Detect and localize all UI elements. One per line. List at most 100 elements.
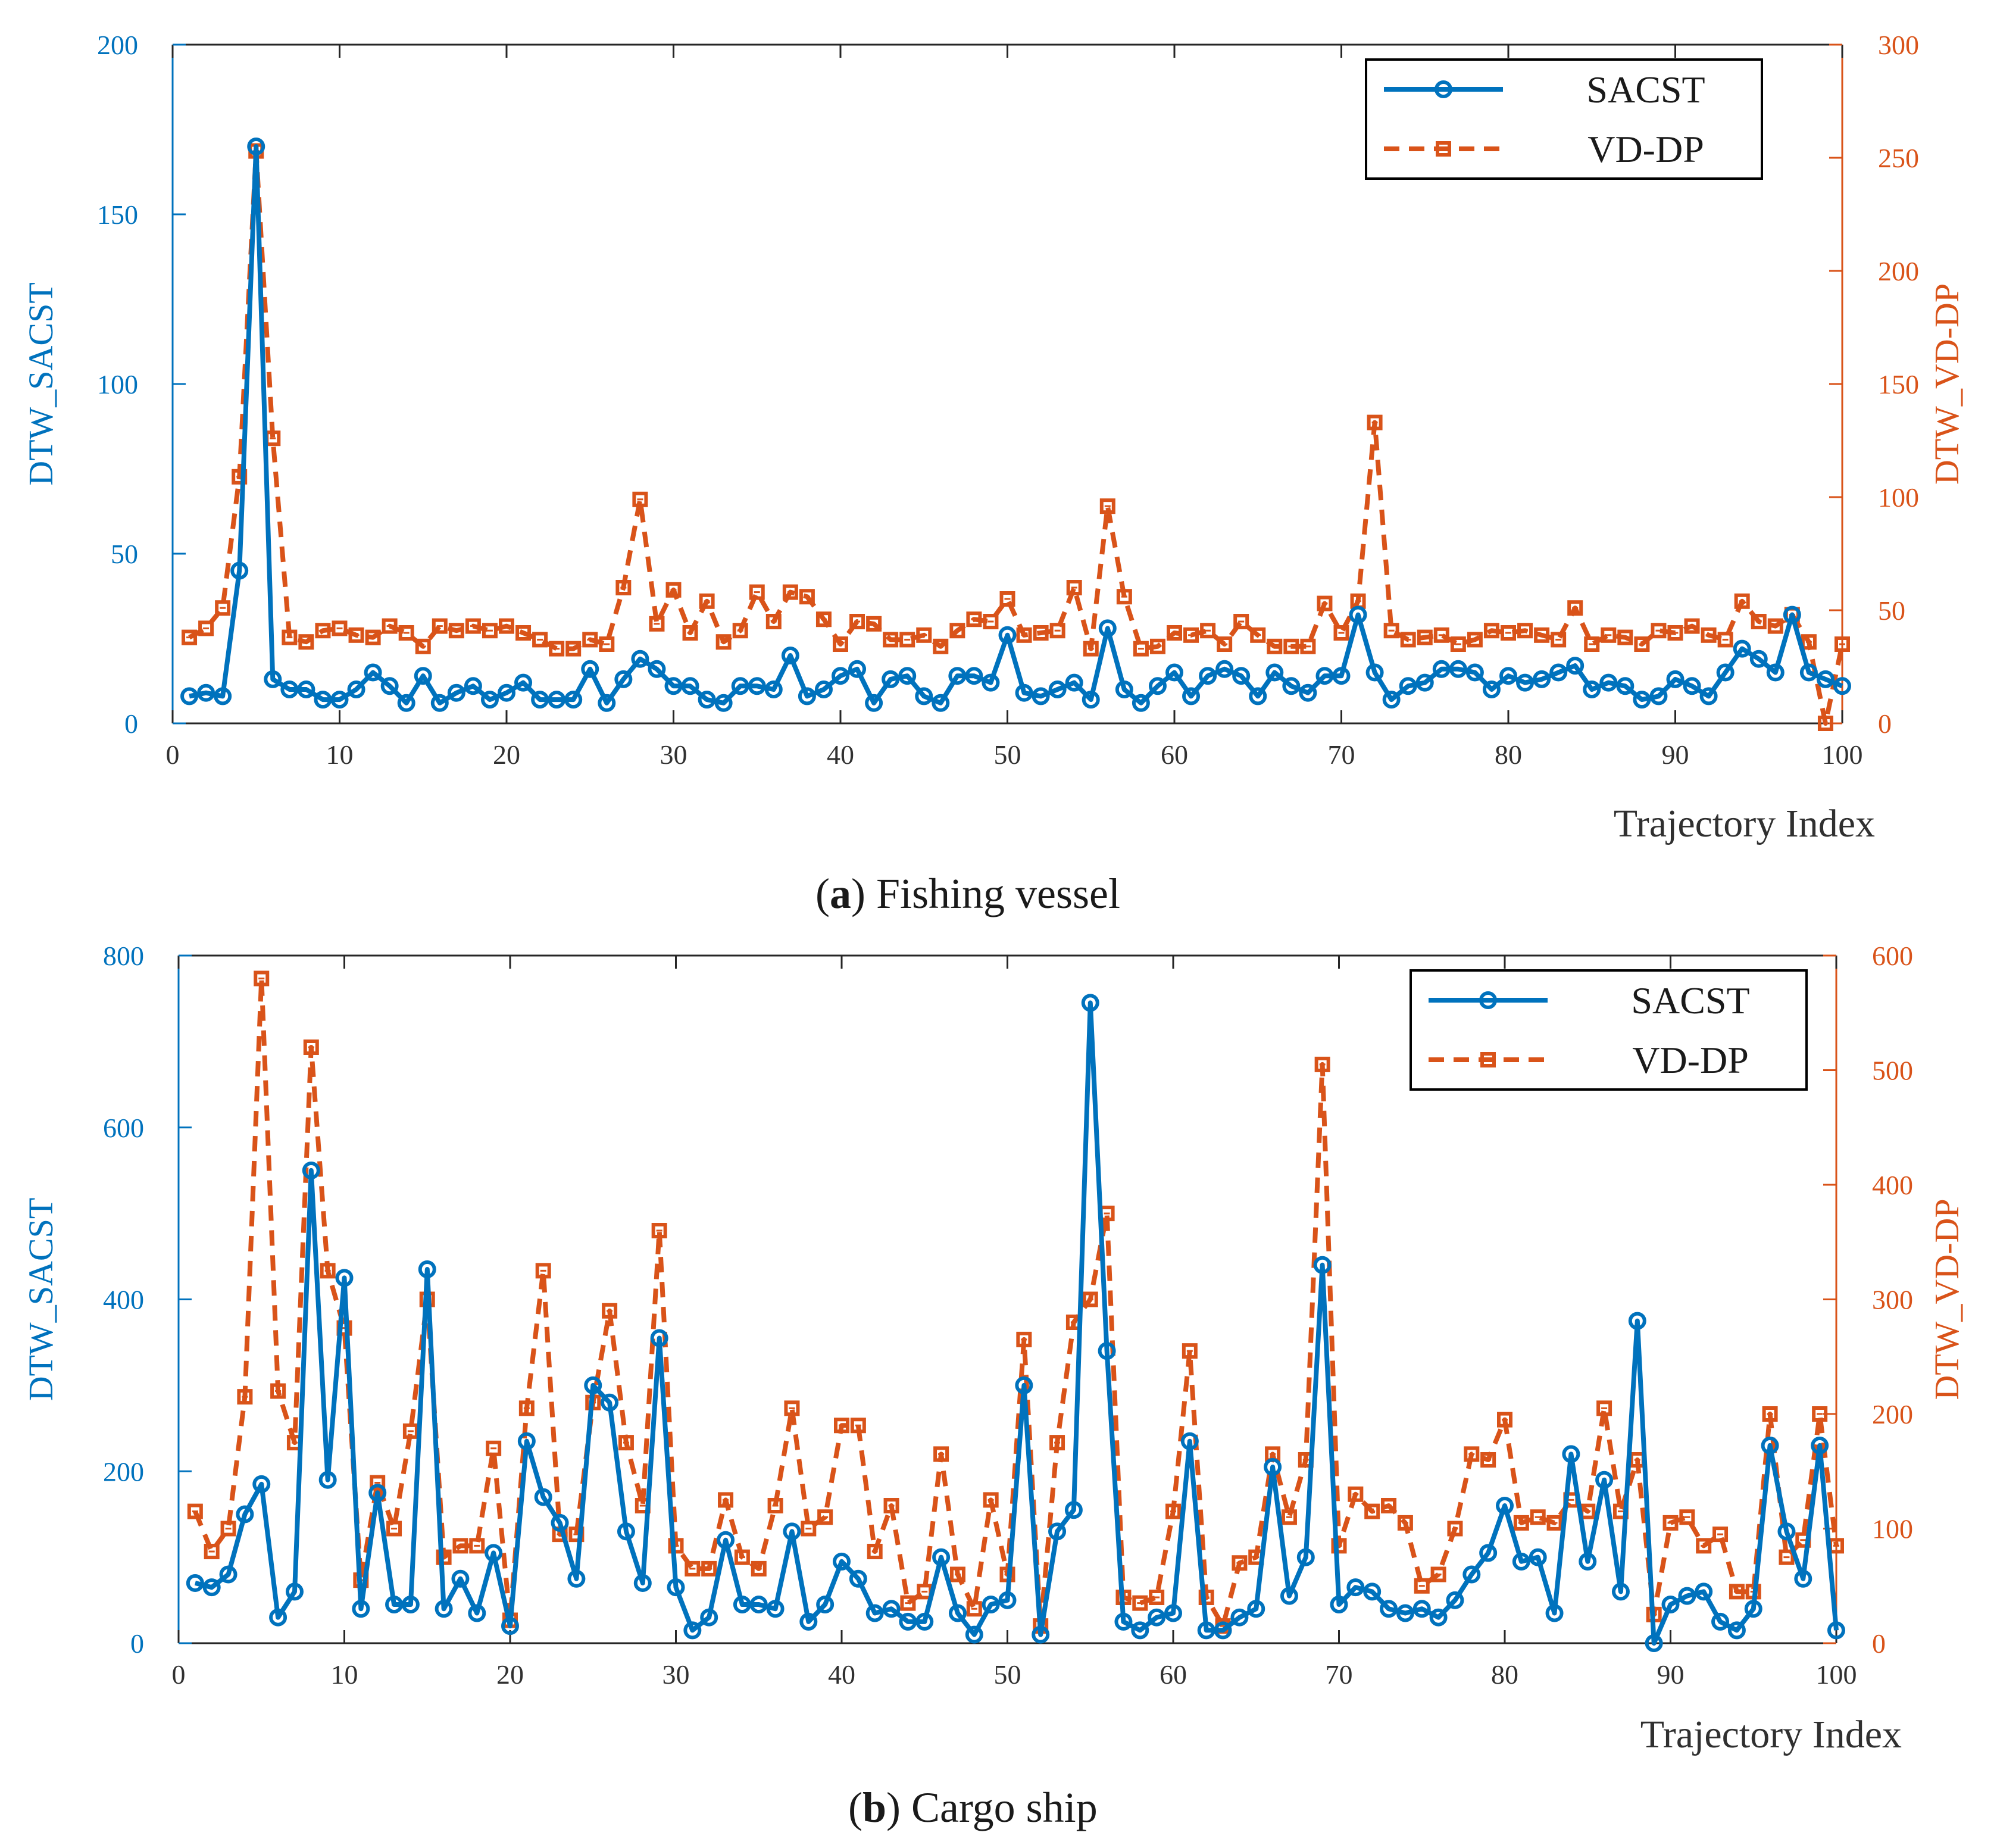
- data-point-vd-dp: [1082, 1291, 1098, 1307]
- caption-text: ) Fishing vessel: [851, 870, 1120, 917]
- data-point-sacst: [335, 1269, 354, 1287]
- data-point-sacst: [1761, 1436, 1779, 1454]
- data-point-sacst: [1562, 1445, 1580, 1463]
- x-tick-label: 0: [166, 739, 180, 770]
- data-point-sacst: [186, 1574, 204, 1592]
- left-y-tick-label: 0: [124, 708, 138, 739]
- data-point-vd-dp: [1217, 636, 1233, 652]
- left-y-tick-label: 200: [97, 30, 138, 60]
- data-point-sacst: [781, 647, 799, 664]
- data-point-vd-dp: [900, 1595, 916, 1611]
- data-point-vd-dp: [1701, 627, 1717, 643]
- data-point-sacst: [932, 694, 950, 712]
- series-line-sacst: [189, 144, 1843, 706]
- data-point-sacst: [799, 1612, 818, 1631]
- data-point-sacst: [1365, 663, 1384, 682]
- data-point-sacst: [865, 1604, 884, 1622]
- left-y-tick-label: 800: [103, 941, 144, 971]
- data-point-sacst: [1363, 1582, 1382, 1601]
- data-point-sacst: [1716, 663, 1735, 682]
- data-point-vd-dp: [1530, 1509, 1546, 1525]
- data-point-vd-dp: [518, 1400, 535, 1416]
- data-point-sacst: [648, 660, 666, 678]
- data-point-sacst: [598, 694, 616, 712]
- data-point-sacst: [1611, 1582, 1630, 1601]
- data-point-vd-dp: [1767, 618, 1783, 634]
- left-y-tick-label: 600: [103, 1113, 144, 1143]
- data-point-vd-dp: [270, 1383, 286, 1399]
- data-point-vd-dp: [784, 1400, 800, 1416]
- data-point-vd-dp: [452, 1538, 468, 1554]
- data-point-vd-dp: [1281, 1509, 1297, 1525]
- caption-open-paren: (: [815, 870, 830, 917]
- caption-letter: b: [862, 1784, 886, 1831]
- data-point-sacst: [1399, 677, 1417, 695]
- data-point-vd-dp: [1083, 641, 1099, 657]
- data-point-sacst: [230, 561, 249, 580]
- data-point-vd-dp: [1049, 623, 1065, 639]
- data-point-vd-dp: [1430, 1566, 1446, 1582]
- data-point-vd-dp: [749, 584, 765, 600]
- data-point-vd-dp: [1447, 1521, 1463, 1537]
- data-point-sacst: [681, 677, 699, 695]
- data-point-vd-dp: [582, 632, 598, 648]
- data-point-sacst: [1264, 1458, 1282, 1476]
- data-point-sacst: [882, 670, 900, 688]
- data-point-sacst: [1048, 680, 1067, 698]
- data-point-sacst: [1330, 1596, 1348, 1614]
- data-point-vd-dp: [1331, 1538, 1347, 1554]
- data-point-sacst: [401, 1596, 420, 1614]
- data-point-vd-dp: [469, 1538, 485, 1554]
- data-point-vd-dp: [382, 618, 398, 634]
- caption-text: ) Cargo ship: [886, 1784, 1098, 1831]
- data-point-vd-dp: [718, 1492, 734, 1508]
- data-point-sacst: [347, 680, 365, 698]
- data-point-sacst: [948, 1604, 967, 1622]
- data-point-vd-dp: [983, 1492, 999, 1508]
- data-point-sacst: [1249, 687, 1267, 706]
- data-point-sacst: [1496, 1497, 1514, 1515]
- data-point-sacst: [633, 1574, 652, 1592]
- data-point-vd-dp: [1667, 625, 1683, 641]
- right-y-tick-label: 100: [1872, 1514, 1913, 1544]
- x-tick-label: 30: [660, 739, 687, 770]
- data-point-sacst: [435, 1600, 453, 1618]
- data-point-vd-dp: [1450, 636, 1466, 652]
- data-point-sacst: [1628, 1312, 1646, 1330]
- data-point-vd-dp: [1546, 1515, 1562, 1531]
- data-point-sacst: [247, 138, 265, 155]
- data-point-sacst: [1661, 1596, 1680, 1614]
- data-point-sacst: [899, 1612, 917, 1631]
- data-point-vd-dp: [1066, 580, 1082, 595]
- left-y-tick-label: 0: [130, 1628, 144, 1659]
- data-point-sacst: [385, 1596, 404, 1614]
- data-point-sacst: [1683, 677, 1701, 695]
- data-point-sacst: [1282, 677, 1301, 695]
- data-point-vd-dp: [370, 1475, 386, 1491]
- data-point-sacst: [1533, 670, 1551, 688]
- data-point-vd-dp: [649, 616, 665, 632]
- data-point-vd-dp: [1049, 1435, 1065, 1451]
- right-y-tick-label: 150: [1878, 369, 1919, 399]
- data-point-sacst: [1232, 667, 1251, 685]
- data-point-sacst: [1595, 1471, 1614, 1489]
- data-point-vd-dp: [1250, 627, 1266, 643]
- x-tick-label: 10: [326, 739, 354, 770]
- data-point-vd-dp: [1679, 1509, 1695, 1525]
- data-point-vd-dp: [1317, 595, 1333, 611]
- data-point-sacst: [748, 677, 766, 695]
- legend: SACST VD-DP: [1365, 58, 1763, 180]
- data-point-sacst: [1412, 1600, 1431, 1618]
- data-point-sacst: [816, 1596, 835, 1614]
- data-point-sacst: [1396, 1604, 1414, 1622]
- panel-caption: (b) Cargo ship: [848, 1784, 1098, 1831]
- data-point-vd-dp: [1167, 625, 1182, 641]
- data-point-vd-dp: [1729, 1584, 1745, 1600]
- data-point-vd-dp: [365, 629, 381, 645]
- data-point-sacst: [1633, 691, 1651, 709]
- data-point-sacst: [514, 673, 533, 692]
- data-point-sacst: [1744, 1600, 1762, 1618]
- data-point-sacst: [832, 667, 849, 685]
- data-point-sacst: [180, 687, 199, 706]
- x-axis-label: Trajectory Index: [1640, 1713, 1902, 1756]
